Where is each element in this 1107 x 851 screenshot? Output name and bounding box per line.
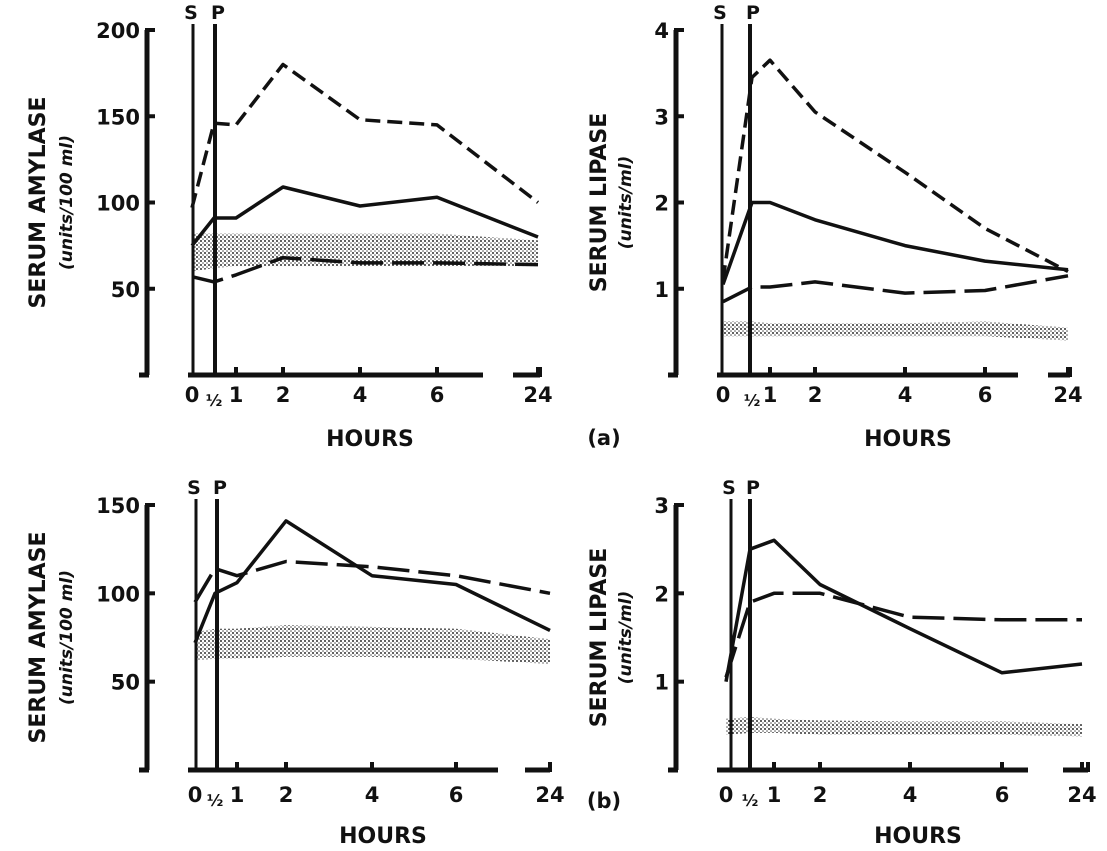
x-tick-label: 2 (276, 383, 291, 407)
x-tick-label: 1 (229, 383, 244, 407)
x-tick-label: 24 (523, 383, 552, 407)
y-axis-unit: (units/ml) (616, 591, 636, 685)
normal-range-band (195, 625, 550, 664)
y-tick-label: 50 (111, 671, 140, 695)
normal-range-band (726, 717, 1082, 737)
x-tick-label: 4 (898, 383, 913, 407)
y-axis-title: SERUM LIPASE (587, 548, 612, 727)
x-tick-label: ½ (207, 791, 224, 810)
secretin-marker-label: S (722, 477, 736, 499)
y-axis-unit: (units/100 ml) (57, 570, 77, 705)
y-tick-label: 150 (96, 494, 140, 518)
x-axis-title: HOURS (864, 427, 952, 452)
x-tick-label: 2 (808, 383, 823, 407)
x-tick-label: 2 (279, 783, 294, 807)
series-line-short-dash (190, 62, 540, 209)
x-tick-label: 1 (230, 783, 245, 807)
x-tick-label: 24 (535, 783, 564, 807)
pancreozymin-marker-label: P (213, 477, 227, 499)
secretin-marker-label: S (187, 477, 201, 499)
x-axis-title: HOURS (874, 824, 962, 849)
y-tick-label: 4 (654, 19, 669, 43)
series-line-solid (193, 519, 551, 644)
x-tick-label: 1 (767, 783, 782, 807)
y-tick-label: 100 (96, 582, 140, 606)
x-tick-label: 6 (430, 383, 445, 407)
y-tick-label: 3 (654, 105, 669, 129)
x-tick-label: 0 (188, 783, 203, 807)
y-tick-label: 3 (654, 494, 669, 518)
x-tick-label: 24 (1067, 783, 1096, 807)
series-line-solid (190, 185, 539, 247)
y-tick-label: 1 (654, 671, 669, 695)
y-tick-label: 50 (111, 278, 140, 302)
pancreozymin-marker-label: P (746, 477, 760, 499)
x-tick-label: 4 (365, 783, 380, 807)
x-tick-label: 4 (353, 383, 368, 407)
secretin-marker-label: S (713, 2, 727, 24)
x-tick-label: 0 (719, 783, 734, 807)
y-axis-unit: (units/ml) (616, 156, 636, 250)
y-axis-title: SERUM AMYLASE (26, 97, 51, 309)
series-line-solid (721, 200, 1069, 285)
panel-label-b: (b) (587, 789, 621, 813)
y-tick-label: 2 (654, 192, 669, 216)
x-tick-label: 0 (185, 383, 200, 407)
pancreozymin-marker-label: P (211, 2, 225, 24)
series-line-long-dash (191, 255, 539, 284)
x-axis-title: HOURS (326, 427, 414, 452)
y-tick-label: 1 (654, 278, 669, 302)
y-tick-label: 2 (654, 582, 669, 606)
normal-range-band (192, 233, 538, 272)
series-line-short-dash (721, 58, 1069, 281)
secretin-marker-label: S (184, 2, 198, 24)
x-tick-label: 1 (763, 383, 778, 407)
normal-range-band (723, 321, 1068, 341)
x-tick-label: 6 (978, 383, 993, 407)
x-tick-label: 6 (995, 783, 1010, 807)
series-line-long-dash (722, 274, 1069, 304)
y-axis-unit: (units/100 ml) (57, 135, 77, 270)
x-tick-label: 24 (1053, 383, 1082, 407)
x-tick-label: ½ (744, 391, 761, 410)
x-tick-label: 0 (716, 383, 731, 407)
panel-label-a: (a) (587, 426, 620, 450)
y-tick-label: 100 (96, 192, 140, 216)
x-tick-label: ½ (206, 391, 223, 410)
x-tick-label: 6 (449, 783, 464, 807)
x-axis-title: HOURS (339, 824, 427, 849)
y-axis-title: SERUM AMYLASE (26, 532, 51, 744)
x-tick-label: 4 (903, 783, 918, 807)
y-axis-title: SERUM LIPASE (587, 113, 612, 292)
series-line-solid (724, 538, 1083, 683)
pancreozymin-marker-label: P (746, 2, 760, 24)
series-line-long-dash (724, 591, 1082, 678)
x-tick-label: ½ (742, 791, 759, 810)
x-tick-label: 2 (813, 783, 828, 807)
y-tick-label: 200 (96, 19, 140, 43)
series-line-long-dash (193, 559, 551, 604)
y-tick-label: 150 (96, 105, 140, 129)
